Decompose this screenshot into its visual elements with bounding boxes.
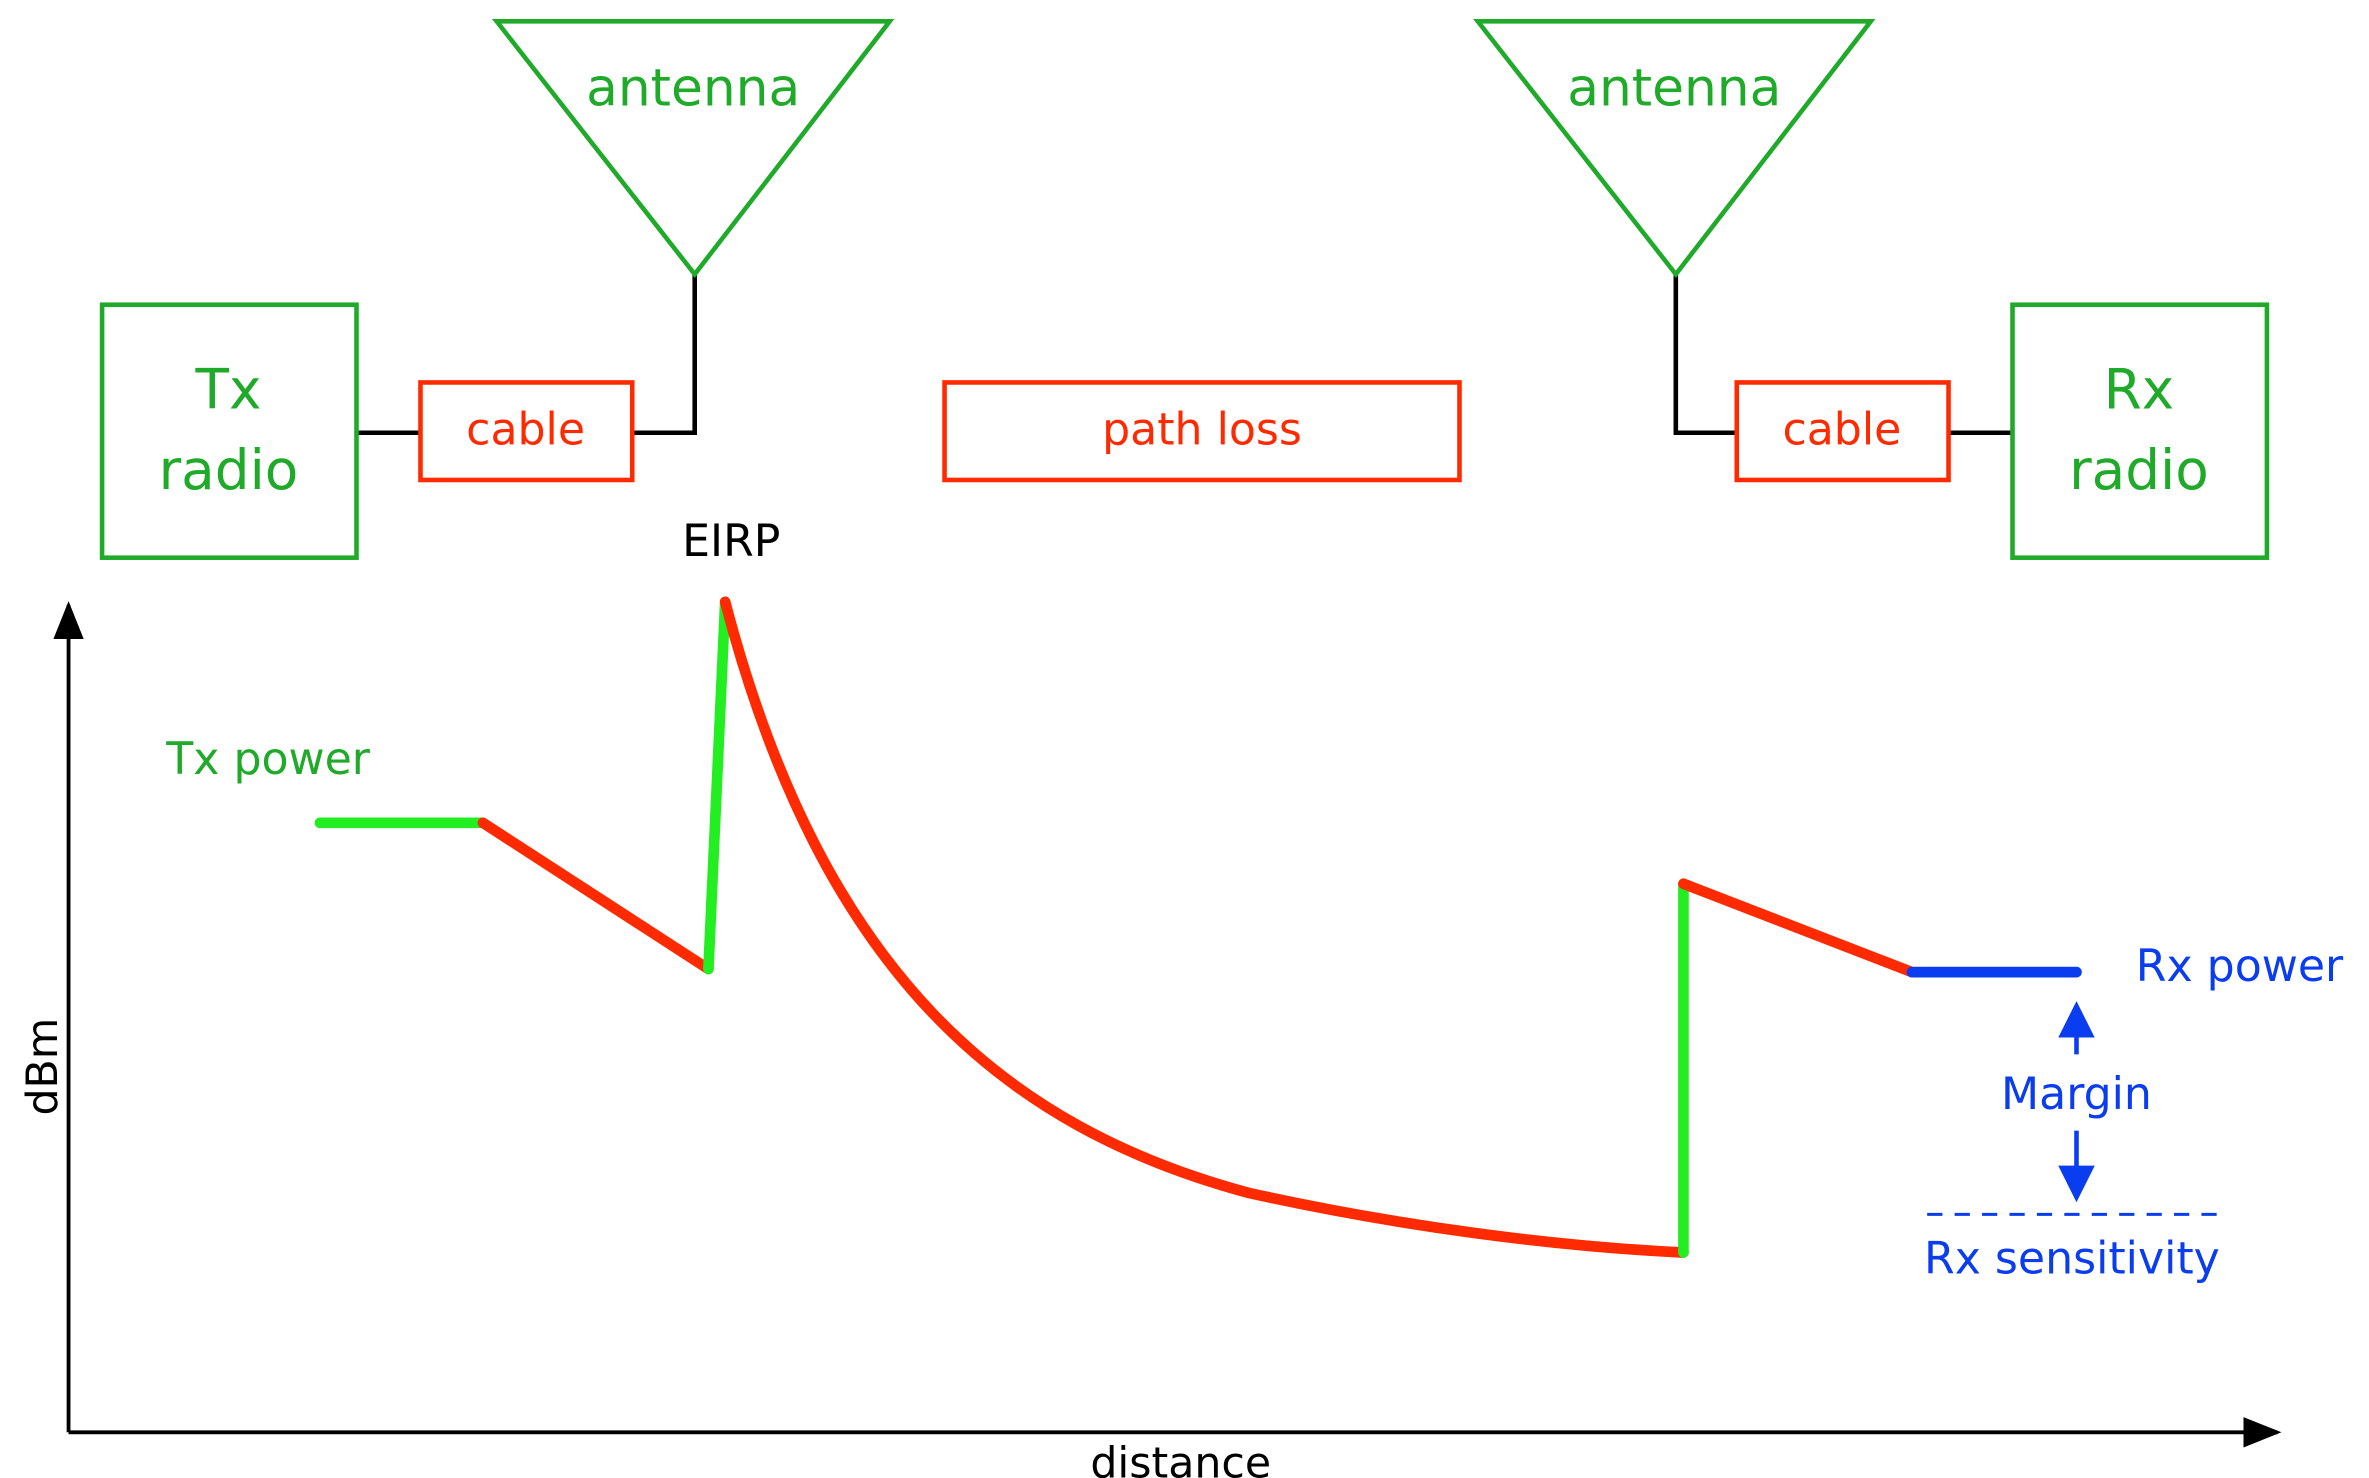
connectors bbox=[356, 274, 2013, 436]
tx-antenna bbox=[491, 19, 895, 278]
path-loss-label: path loss bbox=[1102, 405, 1302, 456]
tx-radio-box bbox=[99, 302, 359, 560]
tx-power-label: Tx power bbox=[165, 734, 371, 785]
tx-radio-label: Tx bbox=[195, 357, 262, 421]
rx-power-label: Rx power bbox=[2136, 941, 2344, 992]
path-loss-box bbox=[942, 380, 1462, 483]
rx-cable-box bbox=[1734, 380, 1951, 483]
tx-antenna-label: antenna bbox=[586, 58, 800, 118]
power-curve bbox=[314, 596, 2082, 1258]
margin-label: Margin bbox=[2001, 1069, 2152, 1120]
rx-antenna-label: antenna bbox=[1567, 58, 1781, 118]
tx-radio-label: radio bbox=[159, 438, 299, 502]
rx-radio-label: Rx bbox=[2104, 357, 2175, 421]
x-axis-label: distance bbox=[1090, 1438, 1271, 1478]
tx-cable-box bbox=[418, 380, 635, 483]
rx-radio-box bbox=[2010, 302, 2270, 560]
rx-cable-label: cable bbox=[1782, 405, 1901, 456]
rx-antenna bbox=[1473, 19, 1876, 278]
rx-radio-label: radio bbox=[2069, 438, 2209, 502]
eirp-label: EIRP bbox=[682, 516, 780, 567]
rx-sensitivity-label: Rx sensitivity bbox=[1924, 1234, 2220, 1285]
tx-cable-label: cable bbox=[466, 405, 585, 456]
y-axis-label: dBm bbox=[18, 1018, 68, 1116]
